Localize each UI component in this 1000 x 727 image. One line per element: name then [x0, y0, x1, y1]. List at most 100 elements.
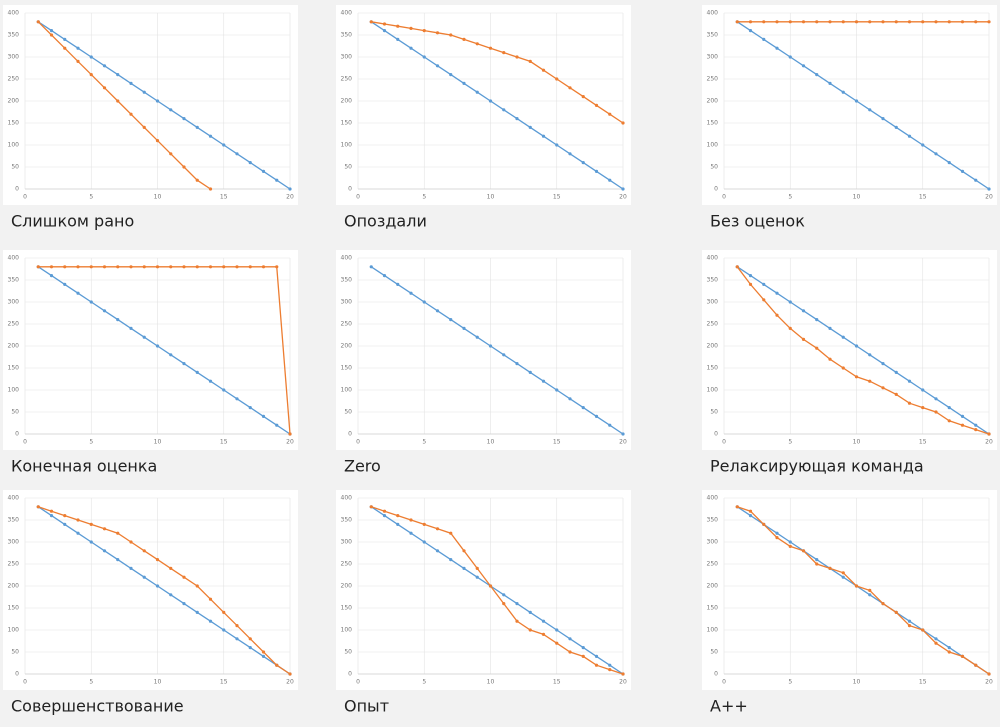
point: [89, 540, 93, 544]
point: [894, 125, 898, 129]
point: [921, 20, 925, 24]
chart: 0 50 100 150 200 250 300 350 400 0 5 10 15 20 Релаксир…: [702, 250, 997, 476]
point: [396, 514, 400, 518]
point: [987, 20, 991, 24]
point: [828, 566, 832, 571]
y-tick-label: 200: [707, 343, 719, 350]
point: [102, 527, 107, 531]
point: [894, 20, 898, 24]
series-line: [736, 266, 990, 435]
x-tick-label: 5: [89, 439, 93, 446]
point: [748, 514, 753, 518]
point: [907, 624, 912, 628]
point: [515, 55, 519, 59]
point: [748, 274, 753, 278]
x-tick-label: 0: [722, 679, 726, 686]
point: [76, 59, 80, 64]
point: [775, 536, 779, 540]
point: [581, 646, 585, 650]
x-tick-label: 0: [23, 679, 27, 686]
point: [907, 619, 912, 623]
point: [488, 584, 493, 588]
point: [488, 99, 493, 103]
point: [129, 566, 133, 571]
chart: 0 50 100 150 200 250 300 350 400 0 5 10 15 20 A++: [702, 490, 997, 716]
chart-panel: [3, 5, 298, 205]
point: [288, 187, 292, 191]
point: [555, 388, 559, 392]
point: [422, 55, 426, 59]
point: [369, 505, 373, 509]
point: [116, 265, 120, 269]
chart: 0 50 100 150 200 250 300 350 400 0 5 10 15 20 Опыт: [336, 490, 631, 716]
point: [762, 298, 766, 302]
point: [502, 602, 506, 606]
point: [475, 42, 479, 46]
point: [907, 20, 912, 24]
y-tick-label: 150: [8, 120, 20, 127]
point: [775, 291, 779, 295]
y-tick-label: 150: [707, 365, 719, 372]
point: [102, 265, 107, 269]
point: [528, 628, 532, 632]
point: [960, 423, 965, 427]
point: [748, 29, 753, 33]
point: [947, 161, 951, 165]
point: [142, 125, 146, 129]
point: [435, 527, 440, 531]
point: [854, 375, 859, 379]
x-tick-label: 0: [23, 194, 27, 201]
point: [102, 549, 107, 553]
point: [762, 37, 766, 42]
point: [49, 514, 54, 518]
point: [568, 637, 572, 641]
x-tick-label: 10: [853, 439, 861, 446]
chart: 0 50 100 150 200 250 300 350 400 0 5 10 15 20 Слишком …: [3, 5, 298, 231]
point: [235, 265, 239, 269]
point: [261, 654, 266, 659]
y-tick-label: 200: [341, 98, 353, 105]
point: [435, 31, 440, 35]
point: [155, 558, 160, 562]
point: [947, 650, 951, 654]
point: [222, 388, 226, 392]
y-tick-label: 200: [707, 583, 719, 590]
point: [102, 309, 107, 313]
point: [748, 20, 753, 24]
point: [788, 544, 792, 549]
y-tick-label: 350: [341, 32, 353, 39]
y-tick-label: 50: [710, 409, 718, 416]
x-tick-label: 5: [422, 679, 426, 686]
point: [449, 318, 453, 322]
x-tick-label: 5: [788, 439, 792, 446]
point: [248, 637, 252, 641]
point: [801, 337, 806, 341]
point: [934, 397, 938, 401]
point: [762, 20, 766, 24]
point: [382, 29, 387, 33]
point: [422, 300, 426, 304]
point: [735, 505, 739, 509]
point: [815, 562, 819, 566]
point: [488, 46, 493, 50]
point: [581, 95, 585, 99]
point: [63, 282, 67, 286]
point: [275, 265, 279, 269]
x-tick-label: 20: [286, 439, 294, 446]
series-line: [371, 21, 624, 124]
point: [841, 366, 845, 370]
point: [907, 134, 912, 138]
x-tick-label: 10: [487, 194, 495, 201]
point: [555, 143, 559, 147]
chart-title: A++: [710, 697, 748, 716]
point: [907, 401, 912, 405]
point: [169, 593, 173, 597]
point: [222, 628, 226, 632]
chart-panel: [336, 250, 631, 450]
point: [275, 178, 279, 182]
point: [841, 571, 845, 575]
x-tick-label: 15: [220, 194, 228, 201]
point: [801, 64, 806, 68]
point: [475, 575, 479, 579]
